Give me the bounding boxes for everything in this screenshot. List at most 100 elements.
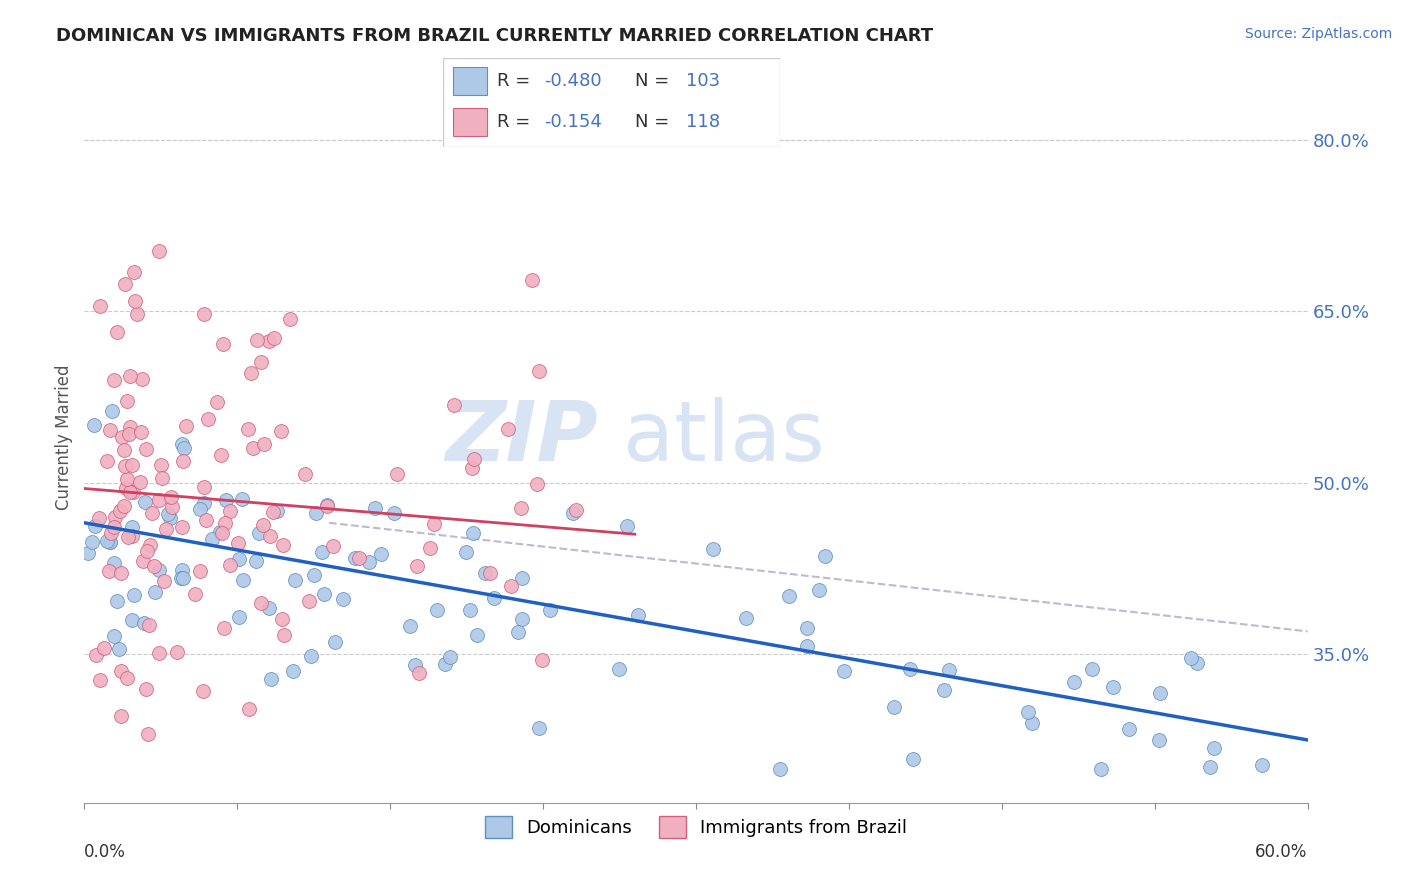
Point (120, 485, 142, 500)
Point (901, 752, 924, 766)
Point (426, 602, 449, 616)
Point (280, 312, 302, 326)
Point (228, 536, 250, 550)
Text: 103: 103 (686, 72, 720, 90)
Point (249, 596, 271, 610)
Point (121, 529, 143, 543)
Point (270, 612, 292, 626)
Point (214, 492, 236, 507)
Point (138, 617, 160, 632)
Point (460, 461, 482, 475)
Point (191, 684, 214, 698)
Point (115, 472, 138, 486)
Point (883, 700, 905, 714)
Point (98, 564, 121, 578)
Point (252, 517, 274, 532)
Point (166, 645, 188, 659)
Point (302, 568, 325, 582)
Point (127, 307, 149, 321)
Text: -0.154: -0.154 (544, 113, 602, 131)
Point (121, 458, 143, 472)
Point (135, 442, 157, 457)
Point (253, 437, 276, 451)
Point (316, 500, 339, 514)
Point (96, 454, 118, 468)
Point (299, 648, 322, 663)
Point (84, 518, 107, 533)
Point (117, 671, 139, 685)
Point (311, 545, 333, 559)
Point (778, 589, 800, 603)
Point (108, 642, 131, 657)
Point (114, 482, 136, 496)
Point (139, 538, 162, 552)
Point (510, 612, 533, 626)
Point (465, 628, 488, 642)
Point (443, 398, 465, 412)
Point (132, 554, 155, 568)
Text: 0.0%: 0.0% (84, 843, 127, 861)
Point (1090, 762, 1112, 776)
Point (121, 520, 143, 534)
Point (484, 591, 506, 605)
Point (370, 547, 392, 561)
Point (170, 571, 193, 585)
Point (262, 505, 284, 519)
Point (242, 441, 264, 455)
Text: N =: N = (636, 72, 675, 90)
Point (112, 443, 135, 458)
Point (538, 603, 561, 617)
Point (316, 498, 339, 512)
Point (170, 520, 193, 534)
Text: atlas: atlas (623, 397, 824, 477)
Point (103, 520, 125, 534)
Point (112, 499, 135, 513)
Point (240, 366, 263, 380)
Point (136, 727, 159, 741)
Point (122, 588, 145, 602)
Point (162, 500, 184, 514)
Text: Source: ZipAtlas.com: Source: ZipAtlas.com (1244, 27, 1392, 41)
Point (294, 467, 316, 482)
Point (434, 657, 457, 671)
Legend: Dominicans, Immigrants from Brazil: Dominicans, Immigrants from Brazil (477, 808, 915, 845)
Point (298, 594, 321, 608)
Point (148, 492, 170, 507)
Point (108, 504, 131, 518)
Point (101, 404, 124, 418)
Point (529, 364, 551, 378)
Point (344, 551, 367, 566)
Point (193, 480, 215, 494)
Point (212, 621, 235, 635)
Point (86, 648, 108, 663)
Point (80, 535, 103, 549)
Point (173, 442, 195, 456)
Point (387, 467, 409, 481)
Point (1187, 656, 1209, 670)
Point (506, 625, 529, 640)
Point (250, 355, 273, 369)
Point (211, 336, 233, 351)
Text: 118: 118 (686, 113, 720, 131)
Point (174, 418, 197, 433)
Point (122, 265, 145, 279)
Point (148, 563, 170, 577)
Point (205, 395, 228, 409)
Point (247, 525, 270, 540)
Point (104, 510, 127, 524)
Point (363, 500, 385, 515)
Point (404, 657, 426, 672)
Point (266, 503, 288, 517)
Point (153, 574, 176, 588)
Text: -0.480: -0.480 (544, 72, 602, 90)
Point (607, 661, 630, 675)
Point (89, 299, 111, 313)
Point (76, 545, 98, 559)
Point (128, 475, 150, 489)
Point (1204, 741, 1226, 756)
Point (150, 471, 173, 485)
Text: 60.0%: 60.0% (1256, 843, 1308, 861)
Point (238, 702, 260, 716)
Point (157, 507, 180, 521)
Point (1021, 715, 1043, 730)
